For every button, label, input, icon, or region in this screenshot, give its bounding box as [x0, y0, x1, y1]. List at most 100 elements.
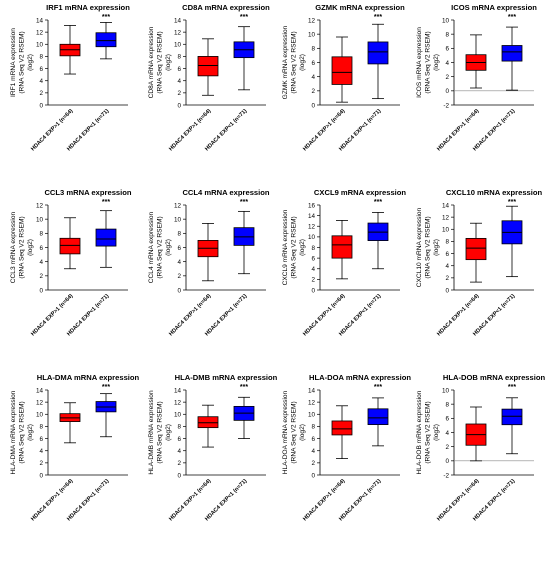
y-axis-label-line: (RNA Seq V2 RSEM) — [425, 401, 432, 463]
significance-marker: *** — [508, 199, 516, 206]
y-tick-label: 6 — [177, 245, 181, 252]
y-tick-label: 12 — [308, 399, 316, 406]
y-tick-label: 8 — [311, 46, 315, 53]
y-axis-label: CXCL10 mRNA expression (RNA Seq V2 RSEM)(… — [416, 207, 440, 287]
y-tick-label: 4 — [445, 263, 449, 270]
y-tick-label: 14 — [174, 17, 182, 24]
y-axis-label-line: (log2) — [165, 239, 172, 256]
y-tick-label: 14 — [308, 213, 316, 220]
y-tick-label: 14 — [36, 387, 44, 394]
box-iqr — [197, 56, 219, 77]
box-iqr — [501, 45, 523, 62]
chart-title: CXCL9 mRNA expression — [314, 188, 406, 197]
box-iqr — [367, 41, 389, 65]
y-axis-label-line: (RNA Seq V2 RSEM) — [425, 31, 432, 93]
box-exp-high — [197, 223, 219, 282]
x-category-label: HDAC4 EXP<1 (n=71) — [338, 478, 382, 522]
y-tick-label: 2 — [311, 460, 315, 467]
y-tick-label: 12 — [174, 399, 182, 406]
y-axis-label-line: ICOS mRNA expression — [416, 27, 423, 98]
box-exp-low — [367, 397, 389, 447]
box-iqr — [331, 420, 353, 436]
y-tick-label: 10 — [308, 412, 316, 419]
x-category-label: HDAC4 EXP<1 (n=71) — [338, 108, 382, 152]
box-exp-high — [331, 220, 353, 280]
y-tick-label: 14 — [442, 202, 450, 209]
y-tick-label: 6 — [177, 66, 181, 73]
y-axis-label-line: IRF1 mRNA expression — [10, 28, 17, 97]
y-axis-label-line: (log2) — [433, 424, 440, 441]
y-tick-label: 0 — [311, 472, 315, 479]
box-exp-high — [59, 402, 81, 444]
significance-marker: *** — [240, 14, 248, 21]
y-tick-label: 2 — [311, 88, 315, 95]
y-tick-label: 8 — [311, 424, 315, 431]
y-axis-label-line: (log2) — [27, 424, 34, 441]
y-tick-label: 14 — [36, 17, 44, 24]
y-axis-label: GZMK mRNA expression (RNA Seq V2 RSEM) (lo… — [282, 25, 306, 99]
box-exp-low — [367, 23, 389, 100]
y-tick-label: 8 — [445, 401, 449, 408]
y-axis-label: ICOS mRNA expression (RNA Seq V2 RSEM) (lo… — [416, 27, 440, 98]
y-tick-label: 10 — [442, 17, 450, 24]
y-axis-label-line: (RNA Seq V2 RSEM) — [157, 216, 164, 278]
y-axis-label-line: HLA-DOA mRNA expression — [282, 390, 289, 474]
significance-marker: *** — [374, 384, 382, 391]
x-category-label: HDAC4 EXP<1 (n=71) — [338, 293, 382, 337]
x-category-label: HDAC4 EXP<1 (n=71) — [66, 108, 110, 152]
y-tick-label: 8 — [445, 31, 449, 38]
y-tick-label: 2 — [311, 277, 315, 284]
y-tick-label: 6 — [445, 416, 449, 423]
y-tick-label: 10 — [308, 234, 316, 241]
y-axis-label-line: (RNA Seq V2 RSEM) — [19, 401, 26, 463]
y-tick-label: 6 — [311, 60, 315, 67]
significance-marker: *** — [374, 14, 382, 21]
box-exp-high — [465, 222, 487, 283]
y-tick-label: 4 — [311, 448, 315, 455]
y-tick-label: 2 — [177, 460, 181, 467]
y-axis-label: IRF1 mRNA expression (RNA Seq V2 RSEM) (lo… — [10, 28, 34, 97]
y-tick-label: 10 — [308, 31, 316, 38]
y-tick-label: 0 — [311, 287, 315, 294]
x-category-label: HDAC4 EXP<1 (n=71) — [66, 478, 110, 522]
box-exp-high — [331, 405, 353, 460]
y-tick-label: 6 — [445, 46, 449, 53]
chart-title: IRF1 mRNA expression — [46, 3, 130, 12]
y-tick-label: 4 — [311, 74, 315, 81]
box-exp-low — [501, 205, 523, 278]
box-exp-low — [367, 212, 389, 270]
y-tick-label: 6 — [311, 255, 315, 262]
box-exp-high — [465, 34, 487, 89]
y-tick-label: 0 — [177, 287, 181, 294]
y-tick-label: 12 — [174, 202, 182, 209]
y-tick-label: 2 — [39, 273, 43, 280]
significance-marker: *** — [508, 14, 516, 21]
y-axis-label-line: (RNA Seq V2 RSEM) — [19, 216, 26, 278]
y-axis-label-line: GZMK mRNA expression — [282, 25, 289, 99]
y-axis-label-line: (RNA Seq V2 RSEM) — [157, 401, 164, 463]
box-exp-low — [233, 396, 255, 439]
box-iqr — [367, 408, 389, 426]
x-category-label: HDAC4 EXP<1 (n=71) — [472, 478, 516, 522]
y-axis-label: CXCL9 mRNA expression (RNA Seq V2 RSEM) (l… — [282, 209, 306, 285]
y-tick-label: 6 — [39, 245, 43, 252]
chart-title: CD8A mRNA expression — [182, 3, 270, 12]
y-tick-label: 6 — [445, 251, 449, 258]
significance-marker: *** — [240, 199, 248, 206]
x-category-label: HDAC4 EXP<1 (n=71) — [472, 108, 516, 152]
y-axis-label-line: (log2) — [299, 239, 306, 256]
y-tick-label: 8 — [445, 239, 449, 246]
y-tick-label: 16 — [308, 202, 316, 209]
y-tick-label: 0 — [311, 102, 315, 109]
box-exp-high — [331, 36, 353, 103]
y-tick-label: 4 — [445, 60, 449, 67]
box-iqr — [59, 237, 81, 255]
chart-title: GZMK mRNA expression — [315, 3, 405, 12]
y-tick-label: 8 — [177, 231, 181, 238]
y-tick-label: 10 — [174, 42, 182, 49]
